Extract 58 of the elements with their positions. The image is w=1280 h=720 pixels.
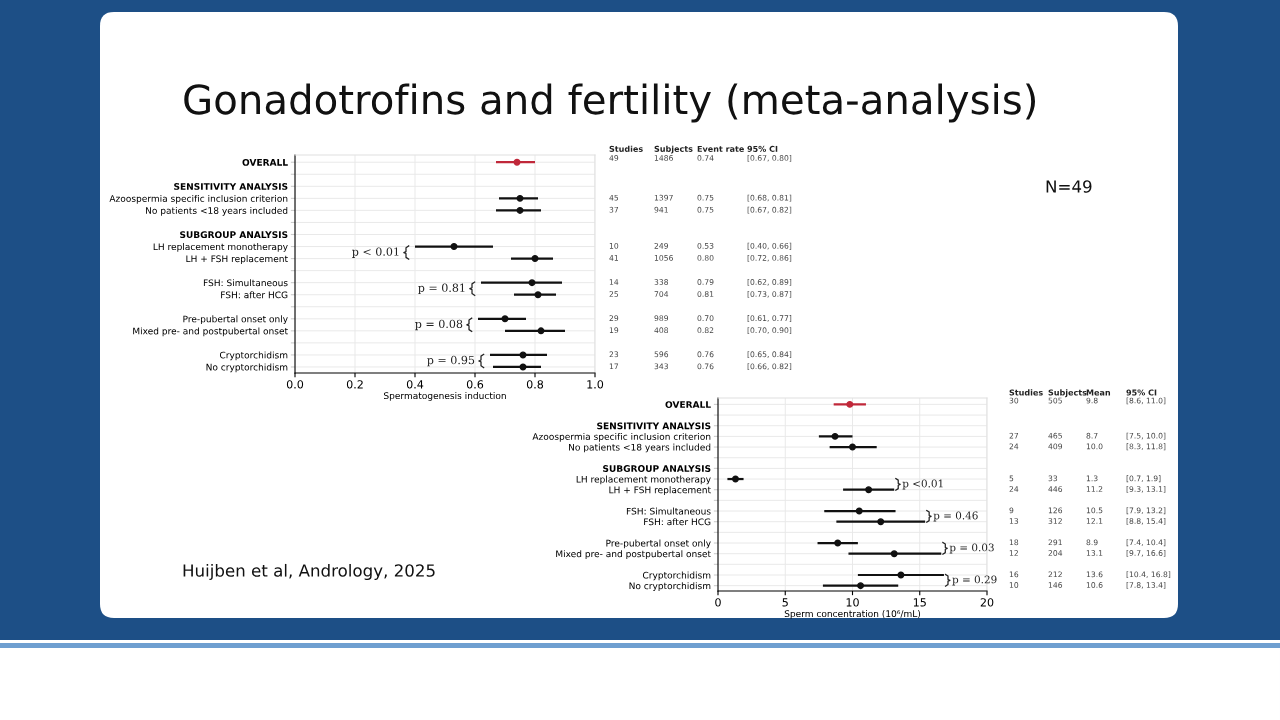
- y-tick-label: SUBGROUP ANALYSIS: [603, 465, 711, 472]
- text: 95% CI: [747, 145, 778, 152]
- text: Subjects: [654, 145, 693, 154]
- y-tick-label: SUBGROUP ANALYSIS: [180, 231, 288, 239]
- y-tick-label: LH + FSH replacement: [609, 486, 711, 496]
- y-tick-label: Pre-pubertal onset only: [183, 315, 288, 325]
- x-tick-label: 1.0: [587, 380, 604, 389]
- x-tick-label: 20: [980, 598, 994, 607]
- y-tick-label: No cryptorchidism: [629, 582, 711, 591]
- y-tick-label: SENSITIVITY ANALYSIS: [174, 183, 288, 190]
- y-tick-label: Cryptorchidism: [642, 571, 711, 581]
- x-tick-label: 15: [913, 598, 926, 607]
- annotation: p = 0.03: [949, 543, 994, 554]
- annotation: p = 0.95: [427, 355, 475, 367]
- y-tick-label: No patients <18 years included: [146, 206, 288, 216]
- annotation: p <0.01: [902, 479, 943, 490]
- y-tick-label: OVERALL: [242, 158, 288, 166]
- text: Subjects: [1048, 389, 1087, 398]
- text: Studies: [1009, 389, 1043, 396]
- annotation: p < 0.01: [352, 247, 399, 258]
- y-tick-label: Azoospermia specific inclusion criterion: [532, 432, 711, 442]
- chart-title: Gonadotrofins and fertility (meta-analysis): [184, 83, 1036, 123]
- x-tick-label: 0.0: [286, 380, 304, 389]
- annotation: p = 0.46: [933, 511, 978, 522]
- x-tick-label: 0.8: [526, 380, 544, 389]
- x-tick-label: 10: [846, 598, 859, 607]
- y-tick-label: FSH: after HCG: [644, 518, 711, 526]
- text: Mean: [1086, 389, 1111, 396]
- text: N=49: [1046, 180, 1092, 193]
- y-tick-label: FSH: Simultaneous: [203, 279, 288, 287]
- annotation: p = 0.81: [418, 283, 465, 295]
- annotation: p = 0.29: [952, 575, 997, 586]
- x-tick-label: 0.6: [466, 380, 484, 389]
- y-tick-label: LH replacement monotherapy: [576, 475, 711, 485]
- x-axis-title: Sperm concentration (10⁶/mL): [784, 610, 921, 619]
- text: 95% CI: [1126, 389, 1157, 396]
- text: Huijben et al, Andrology, 2025: [183, 563, 435, 581]
- x-axis-title: Spermatogenesis induction: [383, 392, 506, 401]
- y-tick-label: Mixed pre- and postpubertal onset: [133, 327, 288, 337]
- y-tick-label: Pre-pubertal onset only: [606, 539, 711, 549]
- y-tick-label: Azoospermia specific inclusion criterion: [109, 194, 288, 204]
- y-tick-label: LH replacement monotherapy: [153, 243, 288, 252]
- text: Studies: [609, 145, 643, 152]
- y-tick-label: FSH: after HCG: [221, 291, 288, 299]
- text: Event rate: [697, 145, 744, 152]
- x-tick-label: 0.2: [346, 380, 363, 389]
- y-tick-label: FSH: Simultaneous: [626, 507, 711, 515]
- annotation: p = 0.08: [415, 319, 463, 331]
- x-tick-label: 0.4: [406, 380, 424, 389]
- y-tick-label: No cryptorchidism: [206, 363, 288, 373]
- x-tick-label: 0: [715, 598, 721, 607]
- y-tick-label: LH + FSH replacement: [186, 255, 288, 264]
- x-tick-label: 5: [782, 598, 788, 607]
- y-tick-label: Cryptorchidism: [219, 351, 288, 361]
- y-tick-label: Mixed pre- and postpubertal onset: [556, 550, 711, 559]
- y-tick-label: SENSITIVITY ANALYSIS: [597, 422, 711, 430]
- y-tick-label: OVERALL: [665, 401, 711, 408]
- y-tick-label: No patients <18 years included: [569, 443, 711, 453]
